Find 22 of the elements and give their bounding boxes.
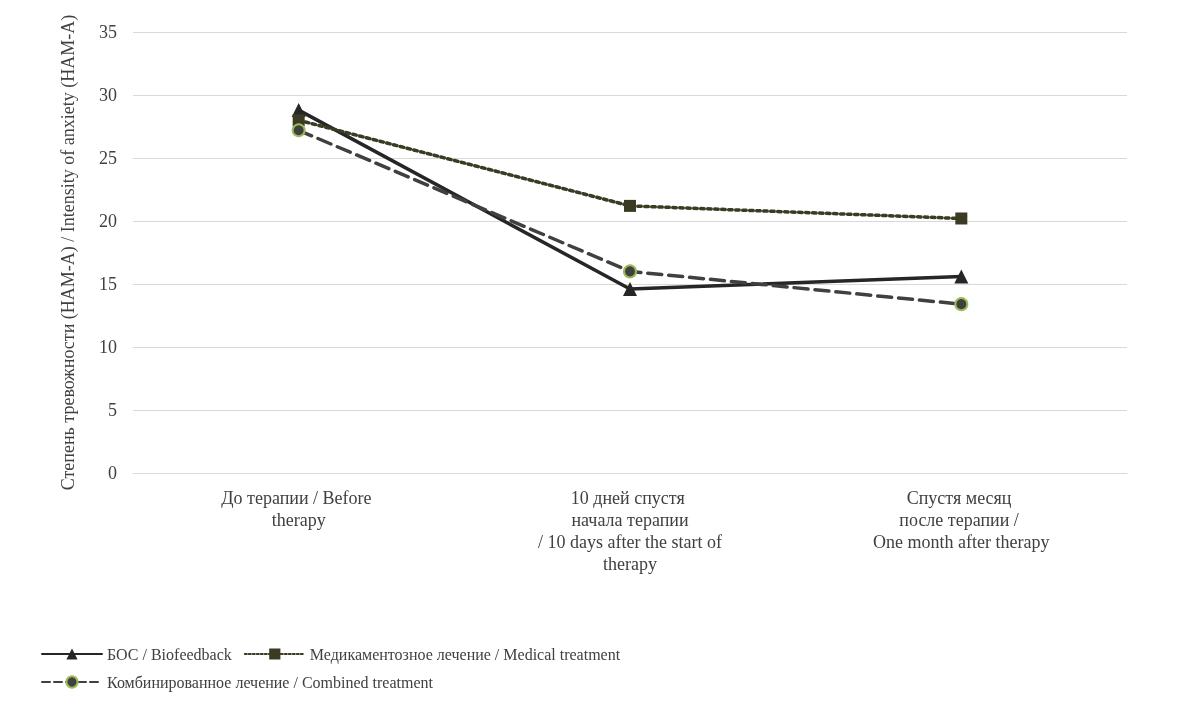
- legend-label: БОС / Biofeedback: [107, 645, 232, 663]
- point: [291, 123, 306, 138]
- y-tick-label: 10: [99, 337, 117, 357]
- y-tick-label: 25: [99, 148, 117, 168]
- legend-label: Медикаментозное лечение / Medical treatment: [309, 645, 621, 664]
- x-tick-label: До терапии / Before therapy: [221, 488, 377, 530]
- y-tick-label: 0: [108, 463, 117, 483]
- x-tick-label: 10 дней спустя начала терапии / 10 days after the start of therapy: [533, 488, 727, 574]
- legend-label: Комбинированное лечение / Combined treatment: [107, 673, 434, 692]
- point: [623, 282, 637, 297]
- point: [624, 199, 636, 212]
- point: [955, 212, 968, 225]
- y-axis-title: Степень тревожности (HAM-A) / Intensity of anxiety (HAM-A): [58, 14, 79, 491]
- x-tick-label: Спустя месяц после терапии / One month after therapy: [873, 488, 1050, 552]
- y-tick-label: 20: [99, 211, 117, 231]
- point: [954, 297, 969, 312]
- y-tick-label: 30: [99, 85, 117, 105]
- point: [623, 264, 637, 279]
- point: [954, 269, 969, 284]
- y-tick-label: 5: [108, 400, 117, 420]
- y-tick-label: 35: [99, 22, 117, 42]
- y-tick-label: 15: [99, 274, 117, 294]
